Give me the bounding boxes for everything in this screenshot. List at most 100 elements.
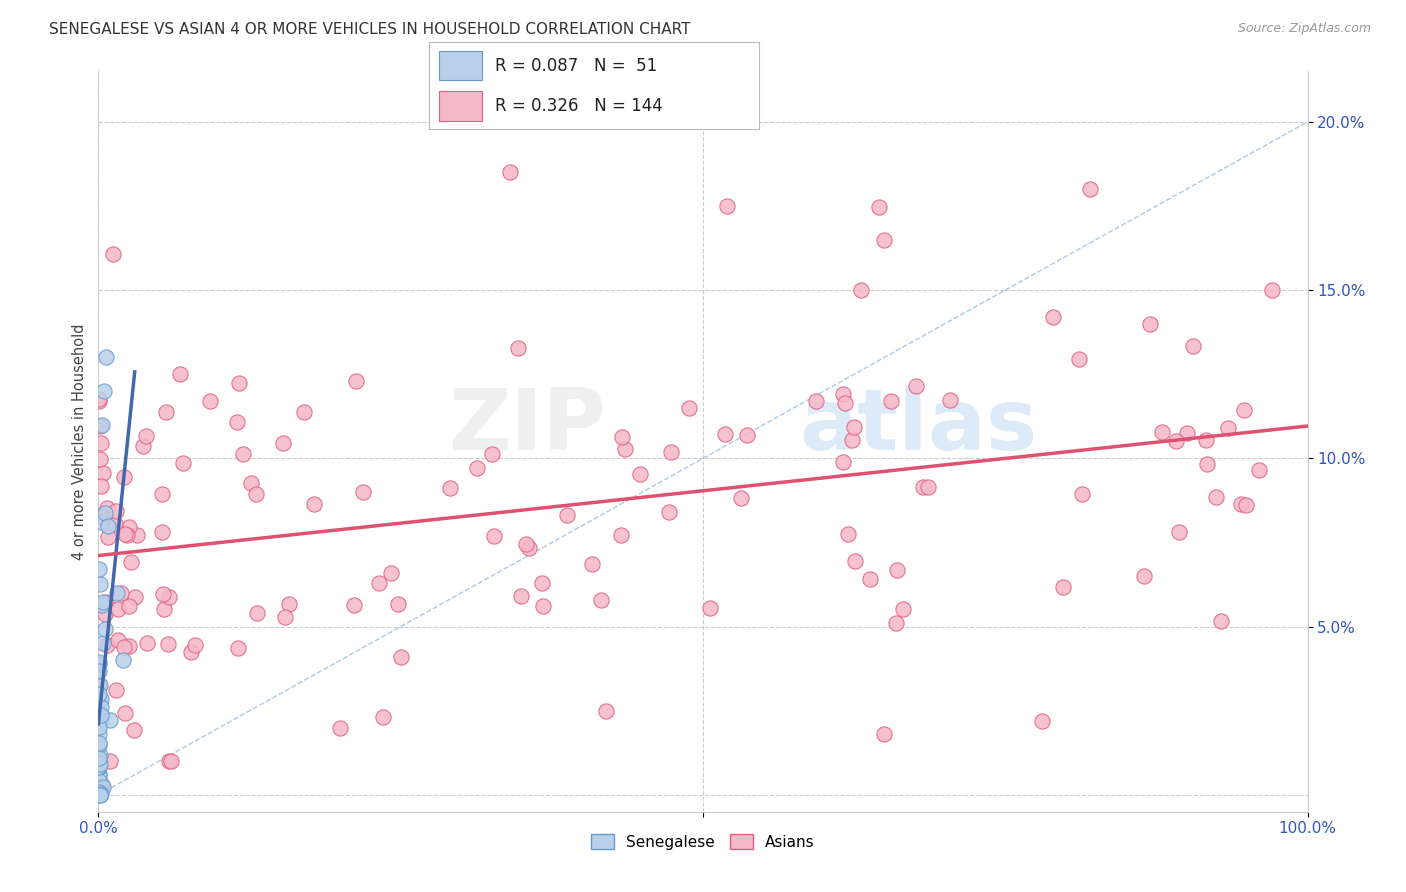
Point [89,774,111,789]
Text: ZIP: ZIP [449,385,606,468]
Point [873,233,896,247]
Point [91,780,114,795]
Point [912,480,935,494]
Point [498,165,520,179]
Point [107,633,129,648]
Point [387,597,409,611]
Text: SENEGALESE VS ASIAN 4 OR MORE VEHICLES IN HOUSEHOLD CORRELATION CHART: SENEGALESE VS ASIAN 4 OR MORE VEHICLES I… [49,22,690,37]
Point [87,664,110,678]
Point [117,599,139,614]
Point [905,379,928,393]
Point [98,714,121,728]
Point [246,606,269,620]
Point [89,714,111,729]
Legend: Senegalese, Asians: Senegalese, Asians [585,828,821,856]
Point [87,760,110,774]
Point [91,466,114,480]
Point [152,602,174,616]
Point [90,778,112,792]
Point [87,720,110,734]
Point [735,427,758,442]
Point [859,572,882,586]
Point [105,586,128,600]
Point [519,541,541,555]
Point [555,508,578,522]
Point [87,787,110,801]
Point [87,562,110,576]
Point [1031,714,1053,728]
Point [87,760,110,774]
Point [117,528,139,542]
Point [111,653,134,667]
Point [1168,524,1191,539]
Point [93,622,115,636]
Point [90,700,112,714]
Point [1164,434,1187,448]
Point [481,447,503,461]
Point [1209,614,1232,628]
Point [89,451,111,466]
Point [87,392,110,406]
Point [581,557,603,571]
Point [152,586,174,600]
Point [94,607,117,621]
Point [87,766,110,780]
Point [806,394,828,409]
Point [1229,497,1251,511]
Point [368,576,391,591]
Point [91,594,114,608]
Point [1234,498,1257,512]
Point [531,576,554,591]
Point [90,784,112,798]
Point [89,747,111,762]
Point [89,787,111,801]
Point [842,419,865,434]
Point [100,754,122,768]
Point [273,610,295,624]
Point [1139,317,1161,331]
Point [89,577,111,591]
Point [1052,580,1074,594]
Point [228,376,250,391]
Point [1042,310,1064,324]
Point [157,637,180,651]
Point [506,341,529,355]
Point [90,707,112,722]
Point [87,657,110,671]
Point [94,506,117,520]
Point [132,440,155,454]
Point [439,481,461,495]
Point [97,518,120,533]
Point [225,416,247,430]
Point [1205,490,1227,504]
Point [90,788,112,802]
Point [304,497,326,511]
Point [614,442,637,457]
Point [157,754,180,768]
Point [1197,457,1219,471]
Point [89,788,111,802]
FancyBboxPatch shape [439,51,482,80]
Point [873,727,896,741]
Point [90,515,112,529]
Point [714,427,737,442]
Point [891,602,914,616]
Point [87,687,110,701]
Point [1067,351,1090,366]
Point [1152,425,1174,439]
Point [1181,339,1204,353]
Point [343,598,366,612]
Point [939,392,962,407]
Point [716,199,738,213]
Point [87,727,110,741]
Point [155,404,177,418]
Point [1216,420,1239,434]
Text: Source: ZipAtlas.com: Source: ZipAtlas.com [1237,22,1371,36]
Point [94,595,117,609]
Point [610,528,633,542]
Point [87,736,110,750]
Point [96,501,118,516]
Point [271,435,294,450]
Point [104,504,127,518]
Point [150,525,173,540]
